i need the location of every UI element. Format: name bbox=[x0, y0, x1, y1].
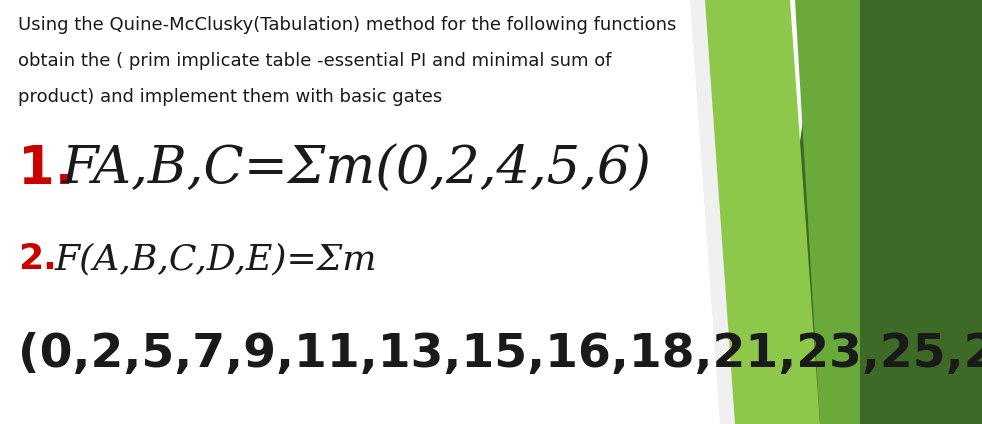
Text: obtain the ( prim implicate table -essential PI and minimal sum of: obtain the ( prim implicate table -essen… bbox=[18, 52, 612, 70]
Polygon shape bbox=[700, 0, 820, 424]
Text: 1.: 1. bbox=[18, 143, 75, 195]
Text: Using the Quine-McClusky(Tabulation) method for the following functions: Using the Quine-McClusky(Tabulation) met… bbox=[18, 16, 677, 34]
Text: product) and implement them with basic gates: product) and implement them with basic g… bbox=[18, 88, 442, 106]
Text: FA,B,C=Σm(0,2,4,5,6): FA,B,C=Σm(0,2,4,5,6) bbox=[62, 143, 652, 195]
Polygon shape bbox=[690, 0, 735, 424]
Text: 2.: 2. bbox=[18, 242, 57, 276]
Polygon shape bbox=[795, 0, 860, 424]
Text: (0,2,5,7,9,11,13,15,16,18,21,23,25,27,29,31): (0,2,5,7,9,11,13,15,16,18,21,23,25,27,29… bbox=[18, 332, 982, 377]
Text: F(A,B,C,D,E)=Σm: F(A,B,C,D,E)=Σm bbox=[55, 242, 377, 276]
Polygon shape bbox=[760, 0, 982, 424]
